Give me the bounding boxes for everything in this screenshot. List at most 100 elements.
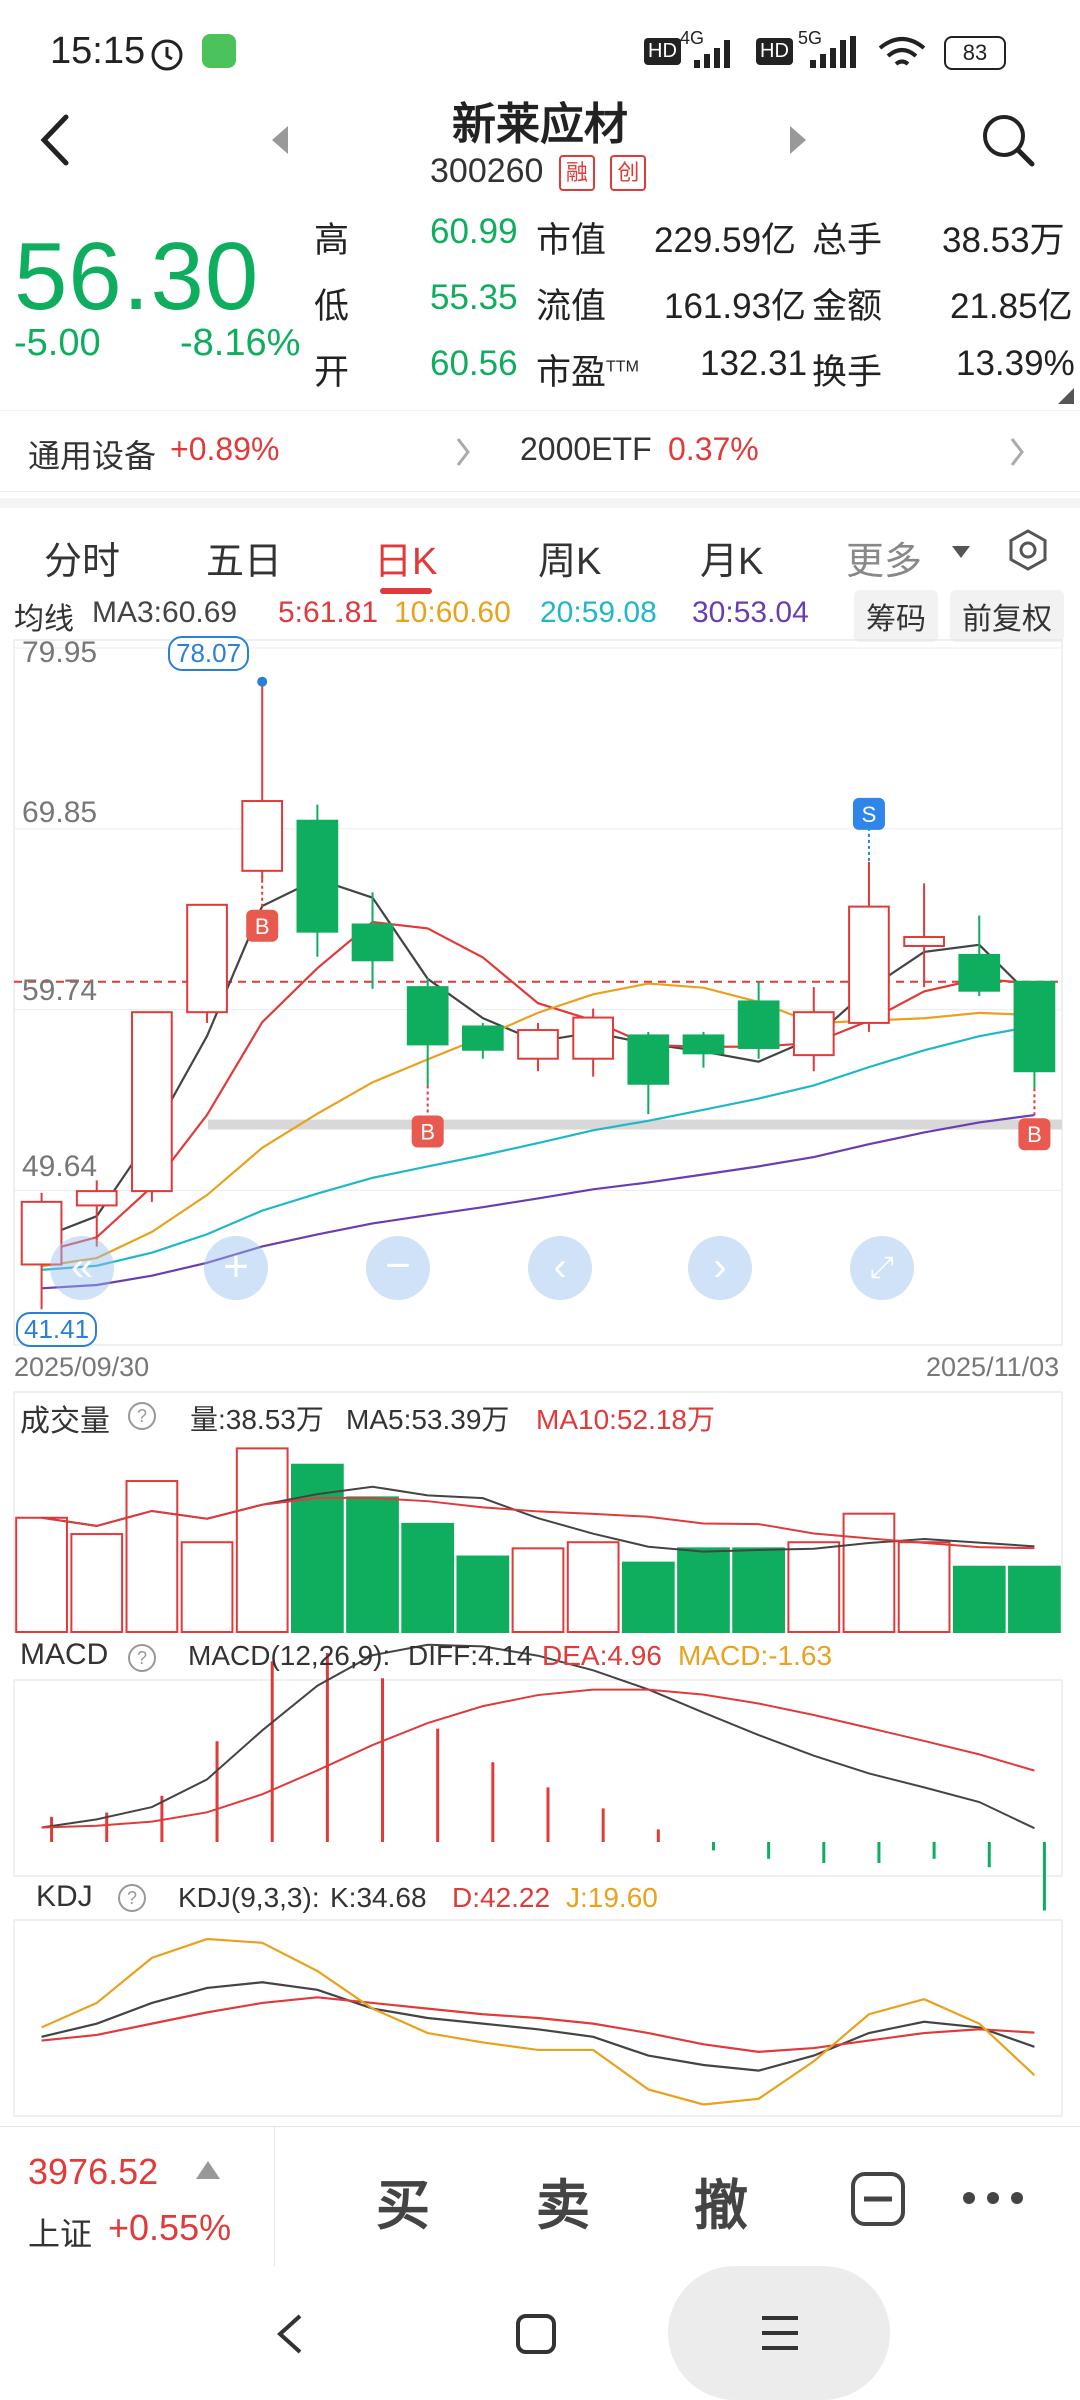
candle-body [737, 1000, 780, 1049]
kline-chart[interactable]: B B S B [0, 630, 1080, 2126]
stock-code-row: 300260 融 创 [430, 152, 647, 192]
tab-monthly-k[interactable]: 月K [700, 541, 764, 583]
turnover-amount-value: 21.85亿 [950, 287, 1073, 326]
cancel-order-button[interactable]: 撤 [694, 2176, 748, 2236]
hd-icon: HD [756, 38, 793, 65]
next-stock-icon[interactable] [786, 124, 810, 156]
pan-right-icon[interactable]: › [688, 1236, 752, 1300]
prev-stock-icon[interactable] [268, 124, 292, 156]
etf-change: 0.37% [668, 431, 759, 467]
volume-bar [732, 1547, 786, 1633]
ma-label: 均线 [14, 603, 74, 636]
buy-button[interactable]: 买 [376, 2176, 430, 2236]
kdj-j: J:19.60 [566, 1882, 658, 1913]
turnover-amount-label: 金额 [812, 287, 883, 326]
tab-intraday[interactable]: 分时 [44, 541, 121, 583]
tab-five-day[interactable]: 五日 [206, 541, 283, 583]
marker-text: B [255, 914, 270, 939]
settings-icon[interactable] [1006, 528, 1050, 572]
candle-body [572, 1016, 615, 1060]
macd-diff-line [41, 1643, 1035, 1830]
candle-body [903, 936, 945, 947]
sell-marker [852, 797, 885, 830]
expand-corner-icon[interactable] [1058, 388, 1074, 404]
float-cap-label: 流值 [536, 287, 607, 326]
help-icon[interactable]: ? [118, 1884, 146, 1912]
candle-body [186, 903, 228, 1014]
fullscreen-icon[interactable]: ⤢ [850, 1236, 914, 1300]
more-options-icon[interactable] [960, 2185, 1026, 2211]
chips-button[interactable]: 筹码 [854, 590, 938, 642]
tab-more[interactable]: 更多 [846, 541, 923, 583]
marker-text: B [1027, 1122, 1042, 1147]
volume-ma5: MA5:53.39万 [346, 1404, 510, 1435]
scroll-start-icon[interactable]: « [50, 1236, 114, 1300]
market-cap-label: 市值 [536, 221, 607, 260]
tab-daily-k[interactable]: 日K [374, 541, 438, 583]
support-band [208, 1119, 1062, 1130]
margin-tag: 融 [558, 155, 595, 192]
active-tab-indicator [380, 588, 432, 594]
volume-bar [1008, 1565, 1061, 1633]
open-label: 开 [314, 353, 350, 392]
dropdown-triangle-icon[interactable] [950, 544, 972, 560]
zoom-in-icon[interactable]: + [204, 1236, 268, 1300]
kdj-panel-frame [13, 1919, 1063, 2117]
date-end: 2025/11/03 [926, 1352, 1060, 1382]
candle-body [406, 986, 449, 1046]
open-value: 60.56 [430, 344, 518, 383]
etf-name: 2000ETF [520, 431, 652, 467]
candle-body [1013, 980, 1056, 1073]
stock-name: 新莱应材 [452, 100, 628, 149]
pan-left-icon[interactable]: ‹ [528, 1236, 592, 1300]
help-icon[interactable]: ? [128, 1644, 156, 1672]
candle-body [848, 905, 890, 1024]
index-change: +0.55% [108, 2207, 232, 2248]
total-volume-value: 38.53万 [942, 221, 1065, 260]
nav-recents-button[interactable] [668, 2266, 890, 2400]
volume-bar [677, 1547, 730, 1633]
adjust-button[interactable]: 前复权 [950, 590, 1064, 642]
industry-name: 通用设备 [28, 438, 157, 474]
price-change: -5.00 [14, 322, 101, 364]
volume-bar [235, 1447, 289, 1634]
nav-back-icon[interactable] [272, 2310, 308, 2358]
alarm-icon [151, 39, 183, 71]
index-value: 3976.52 [28, 2151, 159, 2192]
signal-icon [810, 36, 856, 68]
candle-body [296, 819, 339, 933]
pe-label: 市盈TTM [536, 353, 639, 392]
low-price-label: 41.41 [16, 1312, 98, 1347]
volume-bar [621, 1561, 675, 1634]
sell-button[interactable]: 卖 [536, 2176, 590, 2236]
candle-body [792, 1011, 835, 1057]
kdj-j-line [41, 1937, 1036, 2106]
zoom-out-icon[interactable]: − [366, 1236, 430, 1300]
macd-hist-value: MACD:-1.63 [678, 1640, 833, 1671]
high-label: 高 [314, 221, 350, 260]
stock-code: 300260 [430, 152, 544, 190]
etf-link[interactable]: 2000ETF 0.37% [500, 411, 1060, 491]
marker-text: S [862, 802, 877, 827]
status-bar: 15:15 HD 4G HD 5G 83 [0, 0, 1080, 100]
candle-body [461, 1025, 504, 1051]
candle-body [131, 1011, 173, 1193]
buy-marker [1018, 1118, 1051, 1151]
chinext-tag: 创 [610, 155, 647, 192]
battery-icon: 83 [944, 36, 1006, 70]
volume-bar [290, 1463, 344, 1633]
search-icon[interactable] [978, 110, 1038, 170]
volume-ma10: MA10:52.18万 [536, 1404, 715, 1435]
back-arrow-icon[interactable] [30, 105, 80, 175]
tab-weekly-k[interactable]: 周K [538, 541, 602, 583]
nav-home-icon[interactable] [512, 2310, 560, 2358]
position-icon[interactable] [850, 2171, 906, 2227]
industry-sector-link[interactable]: 通用设备 +0.89% [0, 411, 490, 491]
hd-icon: HD [644, 38, 681, 65]
menu-icon [762, 2316, 798, 2350]
index-ticker[interactable]: 3976.52 上证 +0.55% [0, 2127, 275, 2267]
help-icon[interactable]: ? [128, 1402, 156, 1430]
volume-bar [70, 1533, 124, 1634]
kdj-k-line [41, 1981, 1035, 2072]
status-time: 15:15 [50, 30, 146, 72]
